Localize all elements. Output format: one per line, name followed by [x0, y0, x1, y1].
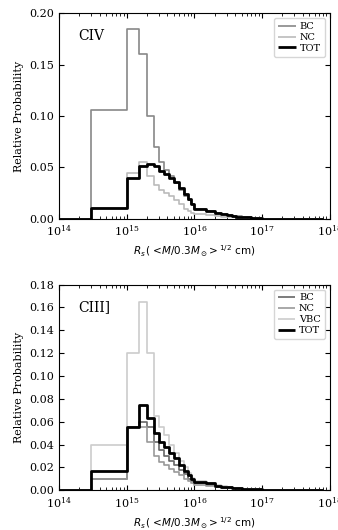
BC — [257, 215, 261, 221]
Y-axis label: Relative Probability: Relative Probability — [14, 60, 24, 172]
BC — [125, 25, 129, 32]
NC — [122, 475, 126, 482]
BC — [122, 475, 126, 482]
VBC — [224, 482, 228, 489]
NC — [257, 215, 261, 221]
NC — [137, 159, 141, 165]
Line: VBC: VBC — [39, 302, 323, 490]
TOT — [172, 179, 176, 185]
X-axis label: $R_s\,(<\!M/0.3M_\odot\!>^{1/2}\ \mathrm{cm})$: $R_s\,(<\!M/0.3M_\odot\!>^{1/2}\ \mathrm… — [133, 244, 256, 259]
NC — [167, 190, 171, 196]
TOT — [137, 401, 141, 408]
BC — [321, 216, 325, 222]
BC — [104, 107, 108, 113]
Line: NC: NC — [39, 427, 323, 490]
BC — [257, 486, 261, 492]
NC — [167, 462, 171, 469]
Line: NC: NC — [39, 162, 323, 219]
TOT — [145, 161, 149, 167]
TOT — [224, 484, 228, 490]
NC — [172, 469, 176, 475]
Text: CIII]: CIII] — [78, 301, 110, 314]
BC — [37, 487, 41, 493]
BC — [167, 166, 171, 173]
TOT — [167, 171, 171, 177]
BC — [172, 462, 176, 469]
TOT — [37, 216, 41, 222]
BC — [321, 487, 325, 493]
BC — [224, 484, 228, 490]
BC — [224, 210, 228, 217]
Line: TOT: TOT — [39, 404, 323, 490]
NC — [37, 216, 41, 222]
BC — [104, 475, 108, 482]
NC — [257, 486, 261, 492]
NC — [321, 216, 325, 222]
NC — [224, 485, 228, 491]
NC — [37, 487, 41, 493]
TOT — [257, 215, 261, 221]
NC — [125, 424, 129, 430]
Line: TOT: TOT — [39, 164, 323, 219]
Line: BC: BC — [39, 422, 323, 490]
VBC — [137, 298, 141, 305]
NC — [104, 205, 108, 211]
NC — [321, 487, 325, 493]
BC — [37, 216, 41, 222]
Line: BC: BC — [39, 29, 323, 219]
VBC — [37, 487, 41, 493]
NC — [122, 205, 126, 211]
VBC — [167, 432, 171, 439]
TOT — [224, 210, 228, 217]
TOT — [257, 486, 261, 492]
X-axis label: $R_s\,(<\!M/0.3M_\odot\!>^{1/2}\ \mathrm{cm})$: $R_s\,(<\!M/0.3M_\odot\!>^{1/2}\ \mathrm… — [133, 515, 256, 530]
TOT — [122, 467, 126, 474]
TOT — [167, 444, 171, 450]
Text: CIV: CIV — [78, 29, 104, 43]
BC — [172, 180, 176, 186]
Legend: BC, NC, TOT: BC, NC, TOT — [274, 18, 325, 57]
TOT — [321, 216, 325, 222]
NC — [172, 197, 176, 204]
TOT — [321, 487, 325, 493]
VBC — [172, 449, 176, 456]
Legend: BC, NC, VBC, TOT: BC, NC, VBC, TOT — [274, 289, 325, 339]
TOT — [172, 455, 176, 462]
TOT — [104, 205, 108, 211]
VBC — [122, 441, 126, 448]
TOT — [37, 487, 41, 493]
VBC — [257, 486, 261, 492]
NC — [224, 214, 228, 220]
VBC — [321, 487, 325, 493]
BC — [167, 453, 171, 459]
BC — [122, 107, 126, 113]
BC — [137, 419, 141, 425]
TOT — [122, 205, 126, 211]
Y-axis label: Relative Probability: Relative Probability — [14, 332, 24, 443]
NC — [104, 475, 108, 482]
TOT — [104, 467, 108, 474]
VBC — [104, 441, 108, 448]
